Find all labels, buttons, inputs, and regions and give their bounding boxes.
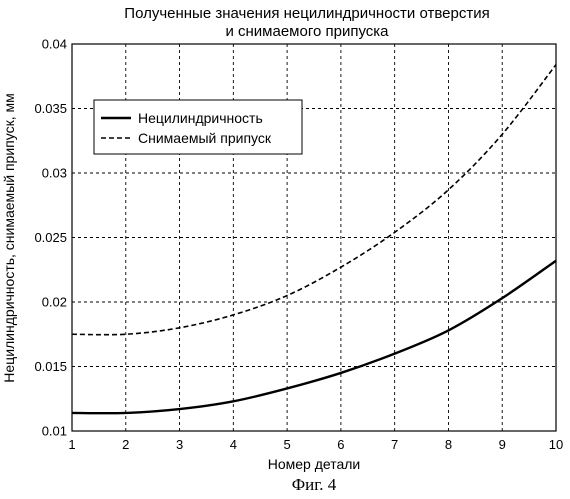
y-axis-label: Нецилиндричность, снимаемый припуск, мм xyxy=(1,93,17,382)
x-tick-label: 4 xyxy=(230,437,237,452)
x-tick-labels: 1 2 3 4 5 6 7 8 9 10 xyxy=(68,437,563,452)
chart-title-line-1: Полученные значения нецилиндричности отв… xyxy=(124,5,489,22)
x-tick-label: 7 xyxy=(391,437,398,452)
x-tick-label: 5 xyxy=(283,437,290,452)
x-tick-label: 3 xyxy=(176,437,183,452)
x-tick-label: 2 xyxy=(122,437,129,452)
y-tick-label: 0.025 xyxy=(34,230,67,245)
y-tick-label: 0.03 xyxy=(42,166,67,181)
legend-label-necylindrichnost: Нецилиндричность xyxy=(138,110,263,126)
y-tick-label: 0.035 xyxy=(34,101,67,116)
y-tick-label: 0.015 xyxy=(34,359,67,374)
y-tick-labels: 0.01 0.015 0.02 0.025 0.03 0.035 0.04 xyxy=(34,37,67,439)
chart-title-line-2: и снимаемого припуска xyxy=(225,23,389,40)
x-axis-label: Номер детали xyxy=(268,456,361,472)
x-tick-label: 1 xyxy=(68,437,75,452)
legend-label-pripusk: Снимаемый припуск xyxy=(138,130,272,146)
y-tick-label: 0.04 xyxy=(42,37,67,52)
series-line-necylindrichnost xyxy=(72,261,556,414)
x-tick-label: 8 xyxy=(445,437,452,452)
y-tick-label: 0.02 xyxy=(42,295,67,310)
y-tick-label: 0.01 xyxy=(42,424,67,439)
x-tick-label: 6 xyxy=(337,437,344,452)
x-tick-label: 10 xyxy=(549,437,563,452)
figure-caption: Фиг. 4 xyxy=(292,475,337,494)
legend: Нецилиндричность Снимаемый припуск xyxy=(94,100,302,154)
x-tick-label: 9 xyxy=(499,437,506,452)
